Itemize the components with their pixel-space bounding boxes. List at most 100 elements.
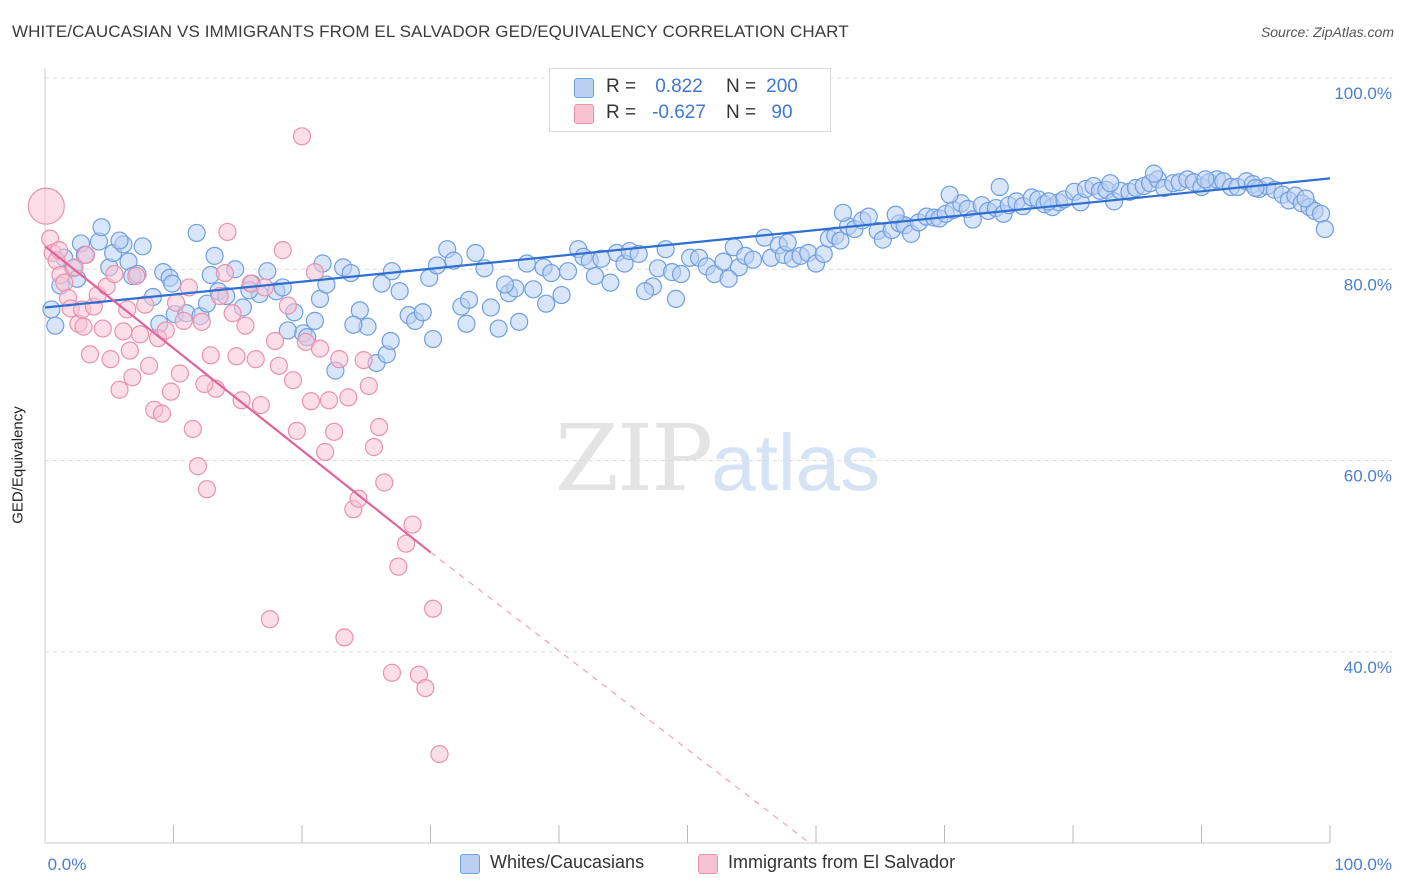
n-value: 90 xyxy=(771,102,793,123)
point-el-salvador xyxy=(188,457,208,476)
point-el-salvador xyxy=(255,278,274,297)
point-el-salvador xyxy=(403,515,422,534)
point-el-salvador xyxy=(335,628,354,647)
point-whites xyxy=(42,300,61,319)
point-el-salvador xyxy=(93,319,112,338)
point-whites xyxy=(585,266,605,286)
point-whites xyxy=(495,275,515,294)
point-el-salvador xyxy=(183,419,202,439)
watermark-atlas: atlas xyxy=(711,418,881,507)
point-el-salvador xyxy=(273,241,292,260)
n-value: 200 xyxy=(766,76,798,97)
point-whites xyxy=(205,246,224,265)
trend-line-el-salvador xyxy=(44,245,432,554)
point-whites xyxy=(1315,219,1334,239)
point-whites xyxy=(187,223,206,243)
point-el-salvador xyxy=(251,395,270,415)
point-whites xyxy=(466,243,485,263)
point-el-salvador xyxy=(423,599,443,618)
point-el-salvador xyxy=(136,295,155,314)
r-label: R = xyxy=(606,76,637,97)
point-el-salvador xyxy=(316,442,335,461)
pink-swatch-icon xyxy=(698,854,718,874)
point-el-salvador xyxy=(292,127,312,146)
point-el-salvador xyxy=(197,480,217,499)
n-label: N = xyxy=(726,76,757,97)
point-el-salvador xyxy=(430,744,449,764)
point-el-salvador xyxy=(215,263,234,283)
r-value: 0.822 xyxy=(655,76,703,97)
point-el-salvador xyxy=(55,273,74,292)
point-el-salvador xyxy=(50,241,69,260)
point-whites xyxy=(990,177,1009,197)
point-el-salvador xyxy=(101,350,120,369)
point-el-salvador xyxy=(260,610,279,629)
point-el-salvador xyxy=(210,286,229,306)
point-el-salvador xyxy=(127,266,146,286)
point-el-salvador xyxy=(389,557,408,576)
point-whites xyxy=(601,273,620,292)
point-el-salvador xyxy=(349,489,368,508)
point-el-salvador xyxy=(110,380,129,399)
point-whites xyxy=(457,314,476,333)
point-el-salvador xyxy=(339,388,358,407)
point-el-salvador xyxy=(170,364,190,383)
point-el-salvador xyxy=(114,322,133,341)
point-whites xyxy=(656,240,675,259)
pink-swatch-icon xyxy=(574,104,594,124)
point-el-salvador xyxy=(305,263,324,282)
point-whites xyxy=(258,262,277,281)
point-el-salvador xyxy=(156,321,175,340)
point-el-salvador xyxy=(130,325,150,344)
point-el-salvador xyxy=(77,245,96,265)
point-whites xyxy=(92,218,111,237)
point-whites xyxy=(778,233,797,252)
point-el-salvador xyxy=(319,391,339,410)
point-el-salvador xyxy=(80,345,100,364)
point-whites xyxy=(1296,189,1315,208)
point-whites xyxy=(558,262,578,281)
y-tick-label: 60.0% xyxy=(1344,467,1392,486)
point-whites xyxy=(481,298,500,317)
point-whites xyxy=(1101,174,1120,193)
point-el-salvador xyxy=(218,222,237,242)
point-whites xyxy=(524,280,543,299)
point-el-salvador xyxy=(161,382,181,401)
point-el-salvador xyxy=(396,534,416,553)
point-whites xyxy=(273,278,292,297)
x-tick-label-max: 100.0% xyxy=(1334,855,1392,874)
blue-swatch-icon xyxy=(574,78,594,98)
r-value: -0.627 xyxy=(652,102,706,123)
series-whites-points xyxy=(42,164,1334,380)
point-el-salvador xyxy=(375,473,394,492)
point-whites xyxy=(833,203,853,222)
point-el-salvador xyxy=(74,317,93,336)
point-whites xyxy=(743,250,763,269)
point-el-salvador xyxy=(278,296,297,315)
point-whites xyxy=(552,285,571,305)
point-whites xyxy=(372,274,391,293)
point-el-salvador xyxy=(123,368,142,387)
point-el-salvador xyxy=(120,341,139,360)
point-whites xyxy=(489,319,508,338)
point-whites xyxy=(510,312,529,331)
y-tick-label: 80.0% xyxy=(1344,275,1392,294)
point-whites xyxy=(413,303,432,322)
point-el-salvador xyxy=(152,404,172,423)
point-el-salvador xyxy=(195,374,214,394)
point-el-salvador xyxy=(265,331,285,351)
y-axis-label: GED/Equivalency xyxy=(9,406,27,524)
point-whites xyxy=(814,244,833,264)
point-el-salvador xyxy=(105,264,124,284)
trend-line-whites xyxy=(44,177,1331,309)
point-el-salvador xyxy=(223,304,242,323)
point-el-salvador xyxy=(301,392,321,411)
point-whites xyxy=(163,274,182,293)
watermark-zip: ZIP xyxy=(555,405,713,512)
point-whites xyxy=(427,256,447,275)
point-whites xyxy=(46,316,65,335)
point-el-salvador xyxy=(201,346,220,365)
y-tick-label: 100.0% xyxy=(1334,84,1392,103)
blue-swatch-icon xyxy=(460,854,480,874)
